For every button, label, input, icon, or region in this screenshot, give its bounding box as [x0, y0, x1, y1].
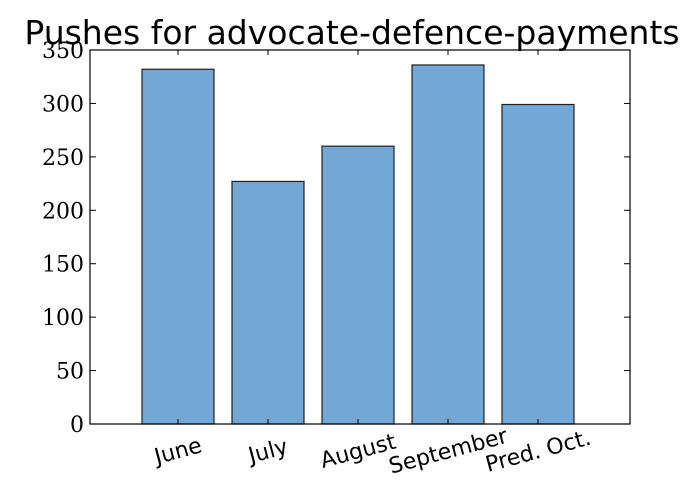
plot-frame	[89, 49, 631, 425]
chart-title: Pushes for advocate-defence-payments	[24, 13, 679, 52]
y-tick-label: 300	[42, 92, 84, 117]
y-tick-label: 200	[42, 199, 84, 224]
y-tick-label: 250	[42, 146, 84, 171]
x-tick-label: August	[318, 430, 399, 474]
bar-june	[141, 68, 215, 425]
bar-september	[411, 64, 485, 425]
bar-july	[231, 180, 305, 425]
y-tick-label: 0	[70, 413, 84, 438]
y-axis: 0 50 100 150 200 250 300 350	[42, 39, 630, 438]
bars-group	[141, 64, 575, 425]
bar-pred-oct	[501, 103, 575, 425]
x-tick-label: July	[244, 435, 291, 470]
bar-august	[321, 145, 395, 425]
y-tick-label: 100	[42, 306, 84, 331]
x-tick-label: June	[150, 433, 205, 470]
y-tick-label: 150	[42, 253, 84, 278]
y-tick-label: 350	[42, 39, 84, 64]
y-tick-label: 50	[56, 360, 84, 385]
